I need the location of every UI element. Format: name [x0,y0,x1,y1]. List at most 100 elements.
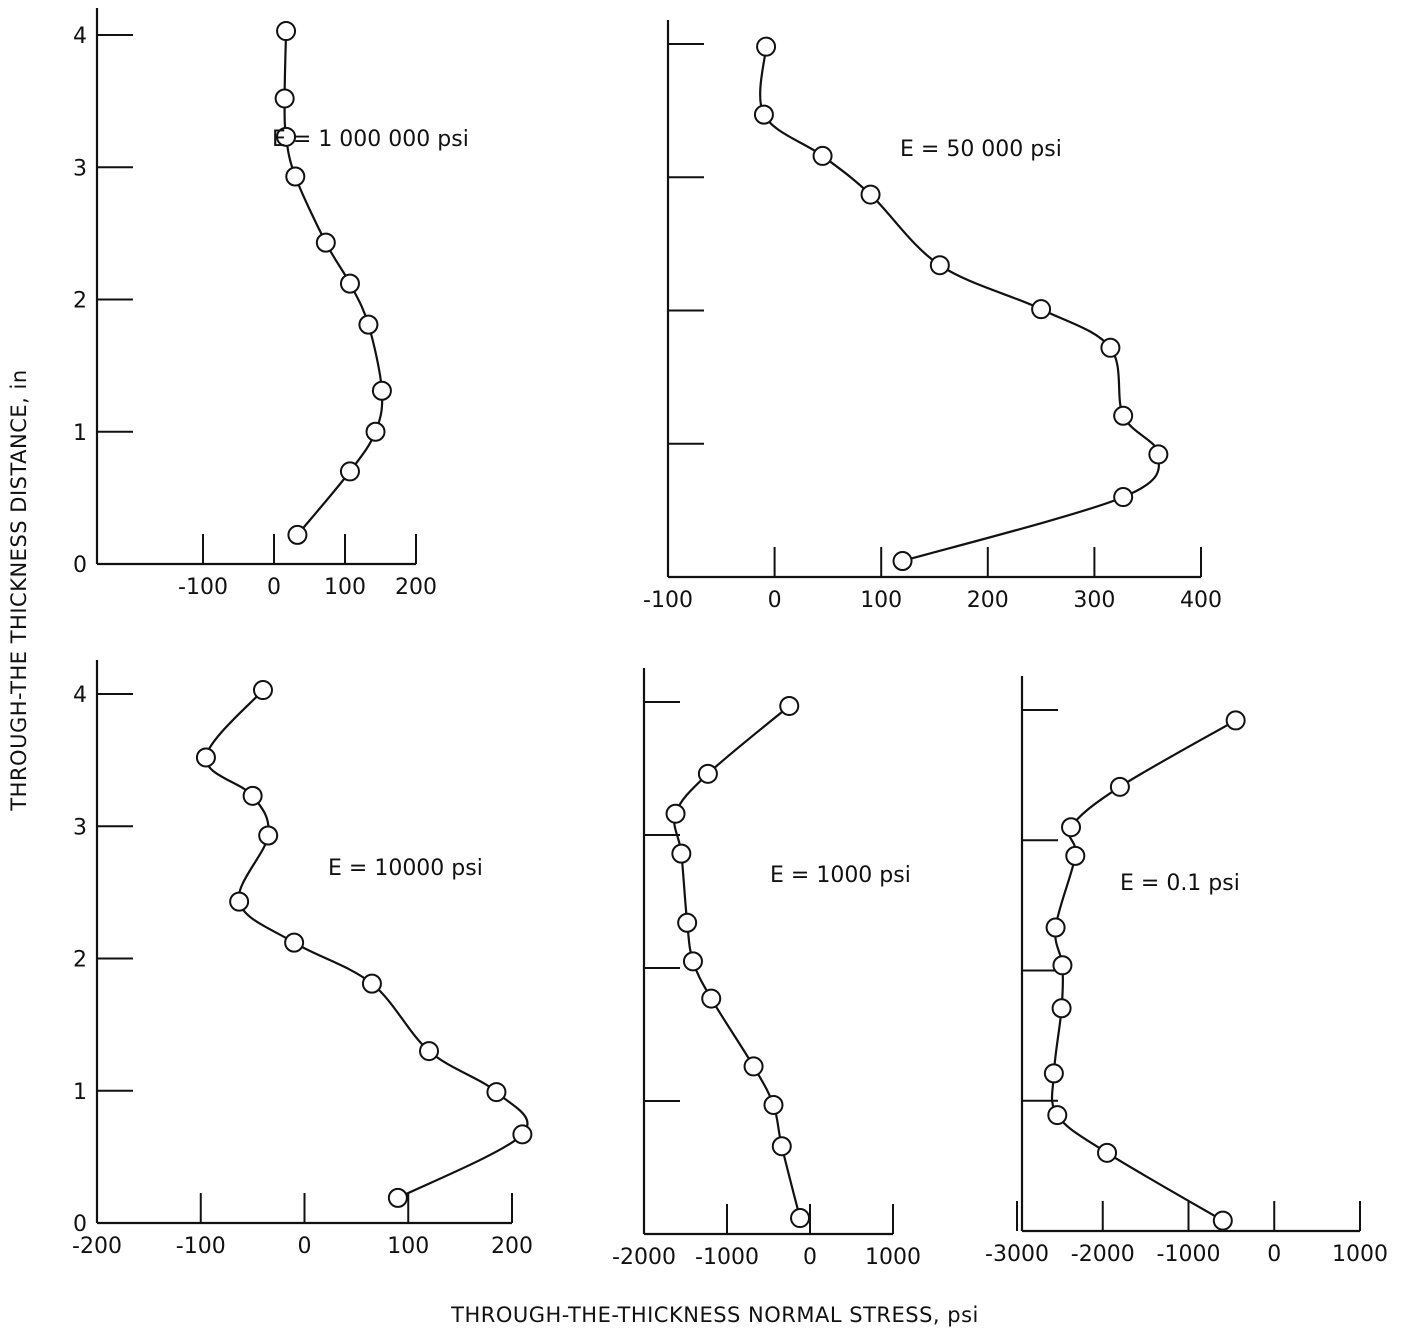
data-point [339,461,360,482]
y-tick-label: 4 [73,24,87,49]
data-point [1097,1142,1118,1163]
x-tick-label: 0 [803,1245,817,1270]
y-tick-label: 2 [73,948,87,973]
y-tick-label: 4 [73,683,87,708]
data-point [315,232,336,253]
x-tick-label: 100 [860,588,902,613]
series-line [204,689,529,1199]
y-tick-label: 1 [73,1080,87,1105]
e-value-annotation: E = 0.1 psi [1120,871,1240,896]
data-point [1031,299,1052,320]
data-point [753,104,774,125]
e-value-annotation: E = 1000 psi [770,863,911,888]
panel-e-50000: -100 0 100 200 300 400 E = 50 000 psi [643,20,1222,613]
data-point [1061,817,1082,838]
data-point [892,551,913,572]
x-tick-label: -100 [178,575,228,600]
data-point [512,1124,533,1145]
data-point [253,680,273,701]
data-point [486,1082,507,1103]
e-value-annotation: E = 1 000 000 psi [272,127,469,152]
y-tick-label: 3 [73,156,87,181]
data-point [1065,845,1086,866]
x-tick-label: 100 [324,575,366,600]
y-tick-label: 0 [73,553,87,578]
e-value-annotation: E = 10000 psi [328,856,483,881]
data-point [697,763,718,784]
data-point [1045,917,1066,938]
data-point [1148,444,1169,465]
data-point [1047,1105,1068,1126]
data-point [677,912,698,933]
data-point [371,380,392,401]
x-tick-label: 0 [298,1234,312,1259]
data-point [812,145,833,166]
x-tick-label: 0 [768,588,782,613]
x-tick-label: 1000 [1332,1242,1388,1267]
data-point [195,747,216,768]
panel-e-1000000: 0 1 2 3 4 -100 0 100 200 E = 1 000 000 psi [73,8,469,600]
data-point [756,36,777,57]
x-tick-label: -100 [643,588,693,613]
data-point [361,973,382,994]
data-point [229,891,250,912]
series-line [759,46,1160,563]
data-point [1051,998,1072,1019]
y-tick-label: 2 [73,289,87,314]
data-point [387,1187,408,1208]
data-point [743,1056,764,1077]
x-tick-label: -100 [176,1234,226,1259]
x-tick-label: 1000 [865,1245,921,1270]
x-tick-label: 0 [267,575,281,600]
data-point [1113,405,1134,426]
data-point [1212,1210,1233,1231]
data-point [929,255,950,276]
data-point [1225,710,1246,731]
data-point [771,1136,792,1157]
x-tick-label: -1000 [1157,1242,1221,1267]
x-tick-label: 200 [967,588,1009,613]
x-axis-label: THROUGH-THE-THICKNESS NORMAL STRESS, psi [450,1303,979,1327]
x-tick-label: 200 [491,1234,533,1259]
y-axis-label: THROUGH-THE THICKNESS DISTANCE, in [7,369,31,811]
y-tick-label: 3 [73,815,87,840]
panel-e-0-1: -3000 -2000 -1000 0 1000 E = 0.1 psi [985,676,1388,1267]
data-point [1109,776,1130,797]
series-line [1050,719,1237,1222]
data-point [790,1208,811,1229]
data-point [258,825,279,846]
x-tick-label: -2000 [1071,1242,1135,1267]
y-tick-label: 1 [73,421,87,446]
data-point [779,695,800,716]
panel-e-1000: -2000 -1000 0 1000 E = 1000 psi [612,668,921,1270]
x-tick-label: -3000 [985,1242,1049,1267]
data-point [419,1041,439,1062]
x-tick-label: -200 [72,1234,122,1259]
x-tick-label: -2000 [612,1245,676,1270]
data-point [1043,1063,1064,1084]
data-point [276,21,297,42]
data-point [860,184,881,205]
e-value-annotation: E = 50 000 psi [900,137,1062,162]
data-point [1052,955,1073,976]
data-point [1113,487,1134,508]
x-tick-label: 100 [387,1234,429,1259]
x-tick-label: 400 [1180,588,1222,613]
x-tick-label: 0 [1267,1242,1281,1267]
data-point [274,88,295,109]
y-tick-label: 0 [73,1212,87,1237]
x-tick-label: 200 [395,575,437,600]
data-point [285,166,306,187]
series-line [283,30,384,536]
data-point [1100,337,1121,358]
data-point [284,932,305,953]
data-point [671,843,692,864]
data-point [242,785,263,806]
data-point [358,314,379,335]
x-tick-label: 300 [1073,588,1115,613]
data-point [339,273,360,294]
data-point [287,524,308,545]
data-point [701,988,722,1009]
x-tick-label: -1000 [695,1245,759,1270]
